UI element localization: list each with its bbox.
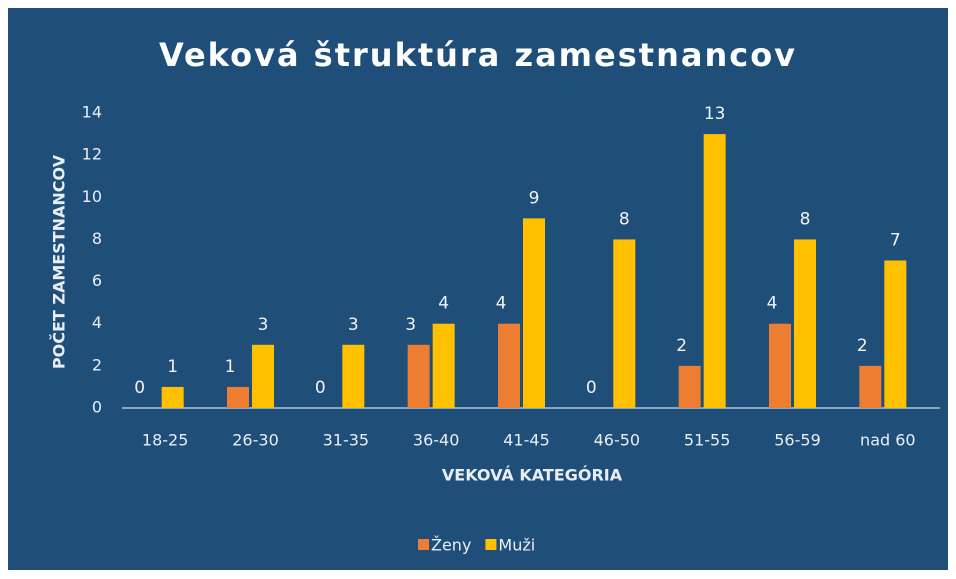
y-tick-label: 14: [82, 103, 102, 122]
value-label: 9: [529, 188, 540, 208]
value-label: 0: [315, 378, 326, 398]
bar: [678, 365, 701, 408]
value-label: 0: [586, 378, 597, 398]
y-tick-label: 4: [92, 313, 102, 332]
bar: [161, 386, 184, 408]
bar: [227, 386, 249, 408]
bar: [407, 344, 430, 408]
bar: [769, 323, 791, 408]
x-tick-label: 41-45: [503, 431, 550, 450]
chart-background: [8, 8, 948, 570]
bar: [432, 323, 455, 408]
y-tick-label: 12: [82, 145, 102, 164]
bar: [884, 260, 907, 408]
bar: [613, 239, 636, 408]
bar: [523, 218, 545, 408]
value-label: 3: [348, 315, 359, 335]
bar: [794, 239, 816, 408]
value-label: 4: [767, 294, 778, 314]
bar: [342, 344, 365, 408]
value-label: 1: [225, 357, 236, 377]
x-axis-title: VEKOVÁ KATEGÓRIA: [442, 466, 623, 485]
value-label: 8: [619, 209, 630, 229]
value-label: 7: [890, 231, 901, 251]
legend-label: Muži: [498, 536, 535, 555]
y-tick-label: 6: [92, 271, 102, 290]
value-label: 3: [258, 315, 269, 335]
value-label: 0: [134, 378, 145, 398]
y-tick-label: 2: [92, 355, 102, 374]
x-tick-label: 26-30: [232, 431, 279, 450]
x-tick-label: 36-40: [413, 431, 460, 450]
x-tick-label: 18-25: [142, 431, 189, 450]
value-label: 4: [438, 294, 449, 314]
bar: [703, 134, 726, 409]
legend-swatch: [418, 539, 429, 550]
chart-title: Veková štruktúra zamestnancov: [159, 36, 797, 74]
x-tick-label: 51-55: [684, 431, 731, 450]
value-label: 13: [704, 104, 726, 124]
value-label: 2: [857, 336, 868, 356]
value-label: 8: [800, 209, 811, 229]
y-tick-label: 10: [82, 187, 102, 206]
bar: [859, 365, 882, 408]
value-label: 4: [496, 294, 507, 314]
value-label: 3: [405, 315, 416, 335]
x-tick-label: 31-35: [323, 431, 370, 450]
value-label: 1: [167, 357, 178, 377]
legend-label: Ženy: [431, 536, 471, 555]
bar: [498, 323, 520, 408]
x-tick-label: nad 60: [860, 431, 916, 450]
y-tick-label: 0: [92, 398, 102, 417]
x-tick-label: 56-59: [774, 431, 821, 450]
x-tick-label: 46-50: [594, 431, 641, 450]
y-axis-title: POČET ZAMESTNANCOV: [50, 154, 69, 369]
y-tick-label: 8: [92, 229, 102, 248]
value-label: 2: [676, 336, 687, 356]
bar: [252, 344, 274, 408]
legend-swatch: [485, 539, 497, 550]
